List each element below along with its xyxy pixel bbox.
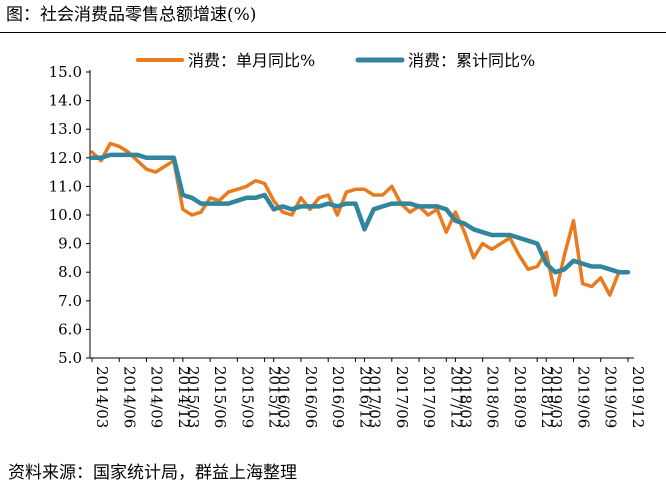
x-tick-label: 2015/09 — [238, 366, 256, 428]
x-tick-label: 2019/12 — [629, 366, 647, 428]
chart-title: 图：社会消费品零售总额增速(%) — [6, 5, 257, 25]
y-tick-label: 13.0 — [49, 120, 82, 138]
series-line-monthly — [90, 141, 630, 297]
y-tick-label: 8.0 — [58, 263, 82, 281]
x-tick-label: 2014/06 — [120, 366, 138, 428]
y-tick-label: 10.0 — [49, 206, 82, 224]
x-tick-label: 2018/12 — [538, 366, 556, 428]
line-chart: 5.06.07.08.09.010.011.012.013.014.015.0 … — [49, 51, 647, 428]
source-note: 资料来源：国家统计局，群益上海整理 — [8, 463, 297, 483]
x-tick-label: 2015/12 — [266, 366, 284, 428]
chart-axes — [89, 70, 634, 359]
legend: 消费：单月同比% 消费：累计同比% — [136, 51, 535, 70]
x-tick-label: 2018/06 — [484, 366, 502, 428]
x-tick-label: 2017/03 — [366, 366, 384, 428]
x-tick-label: 2017/12 — [447, 366, 465, 428]
x-tick-label: 2016/06 — [302, 366, 320, 428]
y-tick-label: 14.0 — [49, 92, 82, 110]
series-lines — [89, 141, 631, 297]
x-tick-label: 2019/06 — [574, 366, 592, 428]
x-tick-label: 2017/06 — [393, 366, 411, 428]
title-divider — [0, 32, 666, 33]
x-tick-label: 2015/03 — [184, 366, 202, 428]
x-tick-label: 2018/03 — [456, 366, 474, 428]
x-tick-label: 2019/09 — [602, 366, 620, 428]
legend-label: 消费：累计同比% — [408, 51, 535, 70]
x-tick-label: 2016/12 — [356, 366, 374, 428]
y-tick-label: 7.0 — [58, 292, 82, 310]
y-tick-label: 6.0 — [58, 320, 82, 338]
y-axis-ticks: 5.0 6.0 7.0 8.0 9.0 10.0 11.0 12.0 13.0 14.0 15.0 — [49, 63, 90, 367]
x-tick-label: 2018/09 — [511, 366, 529, 428]
x-tick-label: 2017/09 — [420, 366, 438, 428]
y-tick-label: 9.0 — [58, 235, 82, 253]
y-tick-label: 11.0 — [49, 177, 82, 195]
x-tick-label: 2016/03 — [275, 366, 293, 428]
x-tick-label: 2014/03 — [93, 366, 111, 428]
x-tick-label: 2019/03 — [547, 366, 565, 428]
x-tick-label: 2015/06 — [211, 366, 229, 428]
x-tick-label: 2014/12 — [175, 366, 193, 428]
y-tick-label: 12.0 — [49, 149, 82, 167]
x-tick-label: 2014/09 — [148, 366, 166, 428]
x-tick-label: 2016/09 — [329, 366, 347, 428]
y-tick-label: 5.0 — [58, 349, 82, 367]
legend-label: 消费：单月同比% — [188, 51, 315, 70]
series-line-cumulative — [89, 152, 631, 275]
y-tick-label: 15.0 — [49, 63, 82, 81]
